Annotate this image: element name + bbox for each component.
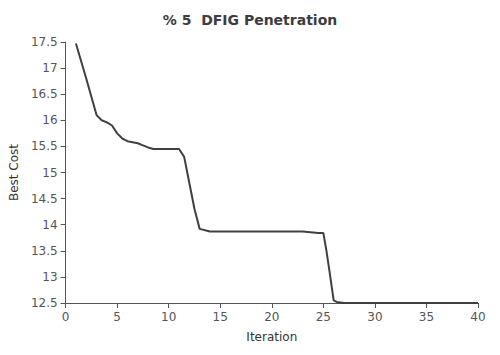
svg-text:Iteration: Iteration bbox=[246, 330, 297, 344]
svg-text:14: 14 bbox=[42, 218, 57, 232]
svg-text:10: 10 bbox=[161, 310, 176, 324]
svg-text:15.5: 15.5 bbox=[31, 139, 58, 153]
svg-text:25: 25 bbox=[316, 310, 331, 324]
svg-text:Best Cost: Best Cost bbox=[7, 144, 21, 201]
svg-text:15: 15 bbox=[42, 166, 57, 180]
svg-text:5: 5 bbox=[113, 310, 121, 324]
svg-text:40: 40 bbox=[470, 310, 485, 324]
svg-text:13.5: 13.5 bbox=[31, 244, 58, 258]
svg-text:14.5: 14.5 bbox=[31, 192, 58, 206]
svg-text:% 5 DFIG Penetration: % 5 DFIG Penetration bbox=[163, 12, 338, 28]
svg-text:17.5: 17.5 bbox=[31, 35, 58, 49]
svg-text:12.5: 12.5 bbox=[31, 296, 58, 310]
svg-text:20: 20 bbox=[264, 310, 279, 324]
svg-text:16.5: 16.5 bbox=[31, 87, 58, 101]
svg-text:17: 17 bbox=[42, 61, 57, 75]
svg-text:0: 0 bbox=[62, 310, 70, 324]
svg-text:30: 30 bbox=[367, 310, 382, 324]
svg-text:15: 15 bbox=[213, 310, 228, 324]
svg-text:16: 16 bbox=[42, 113, 57, 127]
svg-text:35: 35 bbox=[419, 310, 434, 324]
svg-text:13: 13 bbox=[42, 270, 57, 284]
